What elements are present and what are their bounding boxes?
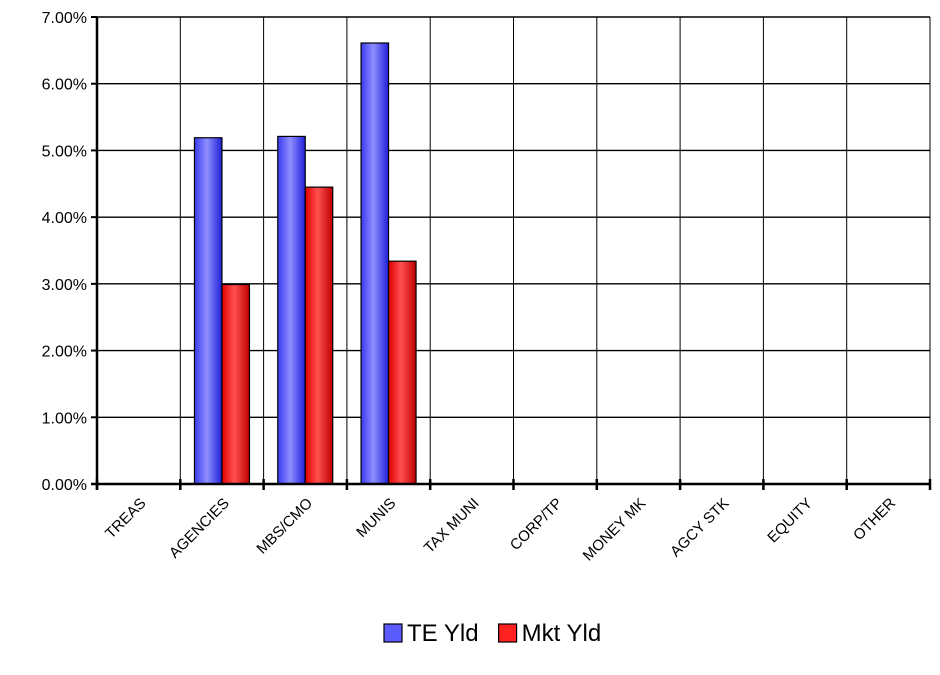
bar-te-yld [193,137,223,485]
bars [193,42,417,485]
category-label: OTHER [850,495,899,544]
legend-label: Mkt Yld [522,620,602,647]
bar-te-yld [277,135,306,485]
y-tick-label: 0.00% [42,477,87,494]
y-tick-label: 5.00% [42,143,87,160]
y-tick-label: 7.00% [42,10,87,27]
category-label: AGENCIES [166,495,233,562]
category-label: MONEY MK [580,495,650,565]
category-label: MUNIS [353,495,399,541]
y-tick-label: 3.00% [42,277,87,294]
legend: TE Yld Mkt Yld [383,620,602,647]
x-tick-labels: TREAS AGENCIES MBS/CMO MUNIS TAX MUNI CORP/TP… [102,495,899,565]
bar-mkt-yld [387,260,417,485]
axes [91,16,932,490]
legend-swatch-mkt-yld [497,623,518,643]
y-tick-label: 1.00% [42,410,87,427]
legend-label: TE Yld [407,620,479,647]
y-tick-label: 2.00% [42,344,87,361]
bar-mkt-yld [221,283,251,485]
y-tick-label: 6.00% [42,77,87,94]
bar-te-yld [360,42,390,485]
y-tick-label: 4.00% [42,210,87,227]
category-label: AGCY STK [667,495,732,560]
category-label: MBS/CMO [253,495,316,558]
category-label: TAX MUNI [421,495,483,557]
legend-swatch-te-yld [383,623,403,643]
y-tick-labels: 0.00% 1.00% 2.00% 3.00% 4.00% 5.00% 6.00% 7.00% [42,10,87,494]
bar-mkt-yld [304,186,334,485]
category-label: CORP/TP [507,495,566,554]
category-label: TREAS [102,495,149,542]
category-label: EQUITY [764,495,816,547]
gridlines [97,16,931,484]
